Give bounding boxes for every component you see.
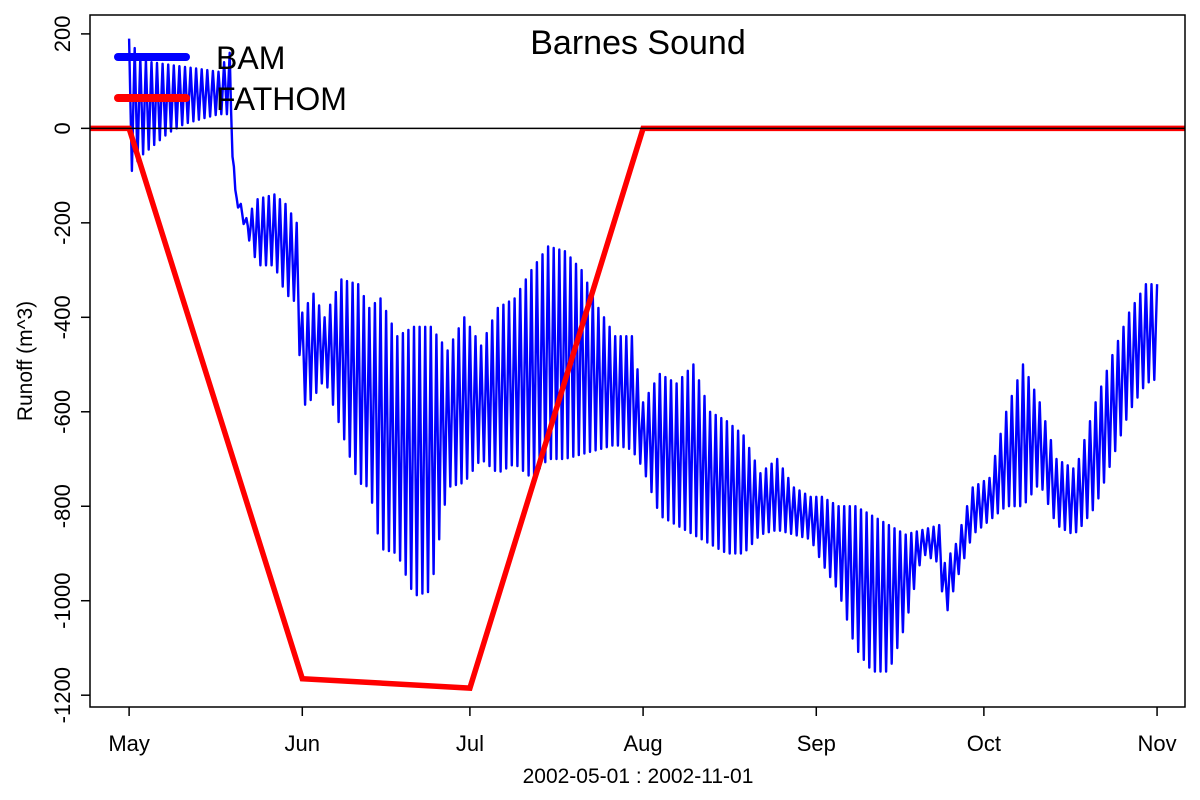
x-tick-label: Nov xyxy=(1138,731,1177,756)
x-tick-label: Oct xyxy=(967,731,1001,756)
y-tick-label: 200 xyxy=(50,16,75,53)
y-axis-title: Runoff (m^3) xyxy=(14,301,37,421)
y-tick-label: -1000 xyxy=(50,573,75,629)
y-tick-label: -800 xyxy=(50,484,75,528)
legend-label-bam: BAM xyxy=(216,40,285,76)
y-tick-label: -400 xyxy=(50,295,75,339)
x-tick-label: May xyxy=(108,731,150,756)
x-axis: May Jun Jul Aug Sep Oct Nov xyxy=(108,707,1177,756)
y-tick-label: -200 xyxy=(50,201,75,245)
y-tick-label: 0 xyxy=(50,122,75,134)
x-tick-label: Aug xyxy=(624,731,663,756)
y-axis: -1200 -1000 -800 -600 -400 -200 0 200 xyxy=(50,16,90,723)
y-tick-label: -600 xyxy=(50,390,75,434)
x-tick-label: Jul xyxy=(456,731,484,756)
legend-label-fathom: FATHOM xyxy=(216,81,347,117)
series-layer xyxy=(90,38,1185,691)
plot-frame xyxy=(89,14,1186,708)
chart-title: Barnes Sound xyxy=(530,24,746,62)
x-tick-label: Jun xyxy=(285,731,320,756)
x-axis-title: 2002-05-01 : 2002-11-01 xyxy=(523,765,754,788)
series-bam-line xyxy=(127,38,1159,673)
x-tick-label: Sep xyxy=(797,731,836,756)
legend: BAM FATHOM xyxy=(114,40,347,117)
y-tick-label: -1200 xyxy=(50,667,75,723)
